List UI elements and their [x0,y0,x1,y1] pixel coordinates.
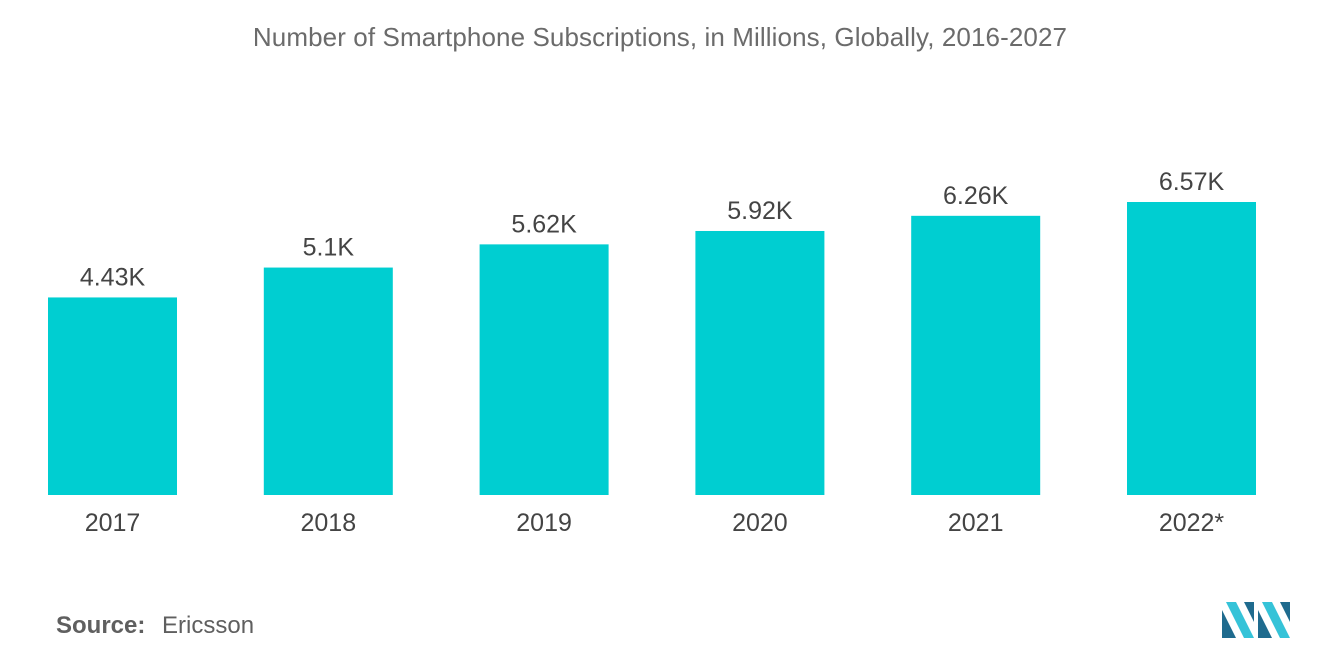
data-label: 6.57K [1159,168,1225,196]
data-label: 6.26K [943,182,1009,210]
source-label: Source: [56,612,146,639]
source-line: Source: Ericsson [56,612,254,640]
data-label: 5.92K [727,197,793,225]
bar-2017 [48,297,177,495]
x-tick-label: 2019 [516,509,572,537]
x-tick-label: 2021 [948,509,1004,537]
x-tick-label: 2022* [1159,509,1225,537]
company-logo-icon [1222,602,1290,638]
bar-2018 [263,267,393,495]
bar-2022 [1127,202,1256,495]
bar-2020 [695,230,825,495]
x-tick-label: 2017 [85,509,141,537]
bar-2019 [479,244,609,495]
bar-2021 [911,215,1041,496]
x-tick-label: 2018 [300,509,356,537]
x-tick-label: 2020 [732,509,788,537]
chart-title: Number of Smartphone Subscriptions, in M… [252,22,1068,52]
data-label: 5.1K [303,234,355,262]
data-label: 5.62K [511,210,577,238]
source-value: Ericsson [162,612,255,639]
data-label: 4.43K [80,263,146,291]
